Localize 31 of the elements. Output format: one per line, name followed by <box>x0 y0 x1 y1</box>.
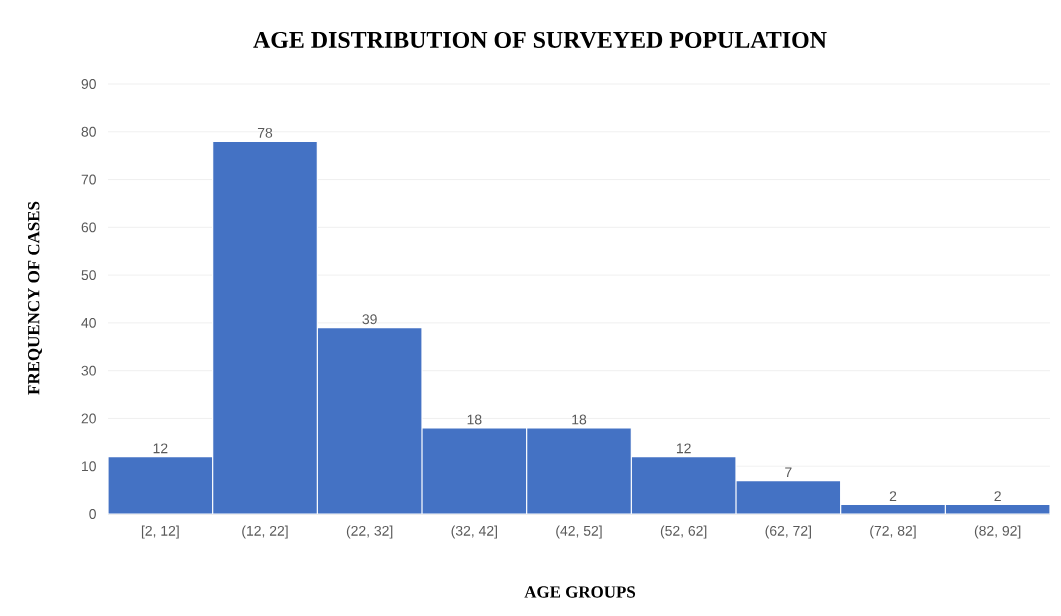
data-label: 39 <box>362 314 377 325</box>
y-tick-label: 80 <box>81 126 96 137</box>
chart-title: AGE DISTRIBUTION OF SURVEYED POPULATION <box>253 31 827 49</box>
data-label: 12 <box>153 443 168 454</box>
data-label: 18 <box>572 414 587 425</box>
y-tick-label: 60 <box>81 222 96 233</box>
x-tick-label: (12, 22] <box>242 525 288 539</box>
x-tick-label: (42, 52] <box>556 525 602 539</box>
y-tick-label: 40 <box>81 317 96 328</box>
y-tick-label: 20 <box>81 413 96 424</box>
x-tick-label: (22, 32] <box>346 525 393 539</box>
y-tick-label: 10 <box>82 461 96 472</box>
x-tick-label: (72, 82] <box>870 525 916 539</box>
y-tick-label: 30 <box>81 365 96 376</box>
data-label: 2 <box>889 491 897 501</box>
x-tick-label: (62, 72] <box>765 525 811 539</box>
x-tick-label: [2, 12] <box>141 525 179 539</box>
x-tick-label: (52, 62] <box>660 525 707 539</box>
y-tick-label: 0 <box>89 509 96 519</box>
y-tick-label: 50 <box>81 270 96 281</box>
data-label: 2 <box>994 491 1001 501</box>
data-label: 12 <box>676 443 691 454</box>
data-label: 18 <box>467 414 482 425</box>
x-tick-label: (32, 42] <box>451 525 497 539</box>
data-label: 7 <box>785 467 792 478</box>
y-axis-title: FREQUENCY OF CASES <box>28 201 42 395</box>
y-tick-label: 90 <box>81 79 96 89</box>
x-axis-title: AGE GROUPS <box>524 586 636 598</box>
data-label: 78 <box>257 127 273 138</box>
x-tick-label: (82, 92] <box>974 525 1021 539</box>
y-tick-label: 70 <box>81 174 96 185</box>
